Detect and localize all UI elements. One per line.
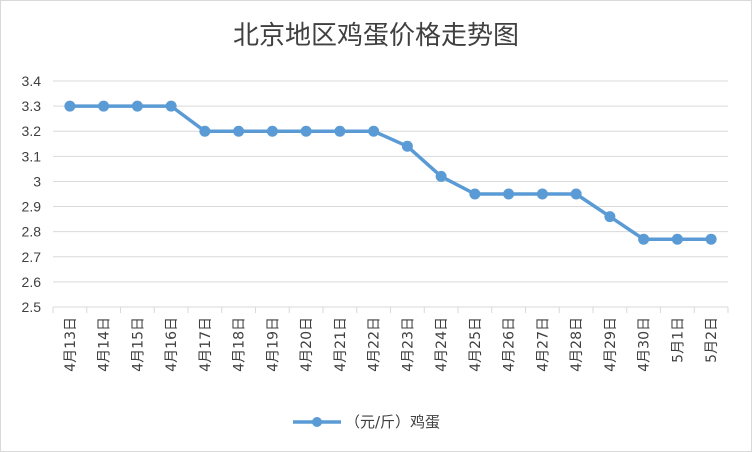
data-point [570, 188, 582, 200]
data-point [233, 125, 245, 137]
series-egg-price [64, 100, 717, 245]
x-tick-label: 4月29日 [603, 317, 619, 372]
y-axis-ticks: 2.5 2.6 2.7 2.8 2.9 3 3.1 3.2 3.3 3.4 [22, 73, 42, 315]
data-point [98, 100, 110, 112]
chart-title: 北京地区鸡蛋价格走势图 [233, 21, 519, 51]
x-tick-label: 4月19日 [265, 317, 281, 372]
data-point [165, 100, 177, 112]
gridlines [53, 80, 728, 308]
data-point [368, 125, 380, 137]
x-tick-label: 4月18日 [232, 317, 248, 372]
data-point [334, 125, 346, 137]
y-tick-label: 2.6 [22, 274, 42, 290]
x-tick-label: 4月13日 [63, 317, 79, 372]
y-tick-label: 2.5 [22, 299, 42, 315]
data-point [266, 125, 278, 137]
y-tick-label: 2.9 [22, 199, 42, 215]
x-tick-label: 4月30日 [637, 317, 653, 372]
data-point [401, 140, 413, 152]
x-axis-ticks: 4月13日 4月14日 4月15日 4月16日 4月17日 4月18日 4月19日 4月20日… [52, 307, 729, 372]
x-tick-label: 4月23日 [400, 317, 416, 372]
y-tick-label: 3.4 [22, 73, 42, 89]
x-tick-label: 4月27日 [535, 317, 551, 372]
data-point [638, 233, 650, 245]
data-point [671, 233, 683, 245]
x-tick-label: 4月24日 [434, 317, 450, 372]
data-point [131, 100, 143, 112]
x-tick-label: 4月22日 [367, 317, 383, 372]
legend-marker-swatch [312, 417, 322, 427]
x-tick-label: 4月21日 [333, 317, 349, 372]
data-point [64, 100, 76, 112]
y-tick-label: 3.2 [22, 123, 42, 139]
x-tick-label: 4月16日 [164, 317, 180, 372]
y-tick-label: 2.8 [22, 224, 42, 240]
x-tick-label: 5月1日 [670, 317, 686, 363]
x-tick-label: 4月28日 [569, 317, 585, 372]
data-point [300, 125, 312, 137]
x-tick-label: 4月17日 [198, 317, 214, 372]
legend-label: （元/斤）鸡蛋 [345, 413, 440, 431]
x-tick-label: 4月20日 [299, 317, 315, 372]
y-tick-label: 2.7 [22, 249, 42, 265]
x-tick-label: 4月25日 [468, 317, 484, 372]
x-tick-label: 4月15日 [130, 317, 146, 372]
data-point [469, 188, 481, 200]
x-tick-label: 5月2日 [704, 317, 720, 363]
y-tick-label: 3 [33, 173, 41, 189]
y-tick-label: 3.1 [22, 148, 42, 164]
x-tick-label: 4月14日 [97, 317, 113, 372]
data-point [503, 188, 515, 200]
data-point [435, 170, 447, 182]
data-point [604, 211, 616, 223]
data-point [705, 233, 717, 245]
data-point [199, 125, 211, 137]
y-tick-label: 3.3 [22, 98, 42, 114]
series-line [69, 104, 712, 241]
x-tick-label: 4月26日 [502, 317, 518, 372]
data-point [536, 188, 548, 200]
legend: （元/斤）鸡蛋 [293, 413, 440, 431]
